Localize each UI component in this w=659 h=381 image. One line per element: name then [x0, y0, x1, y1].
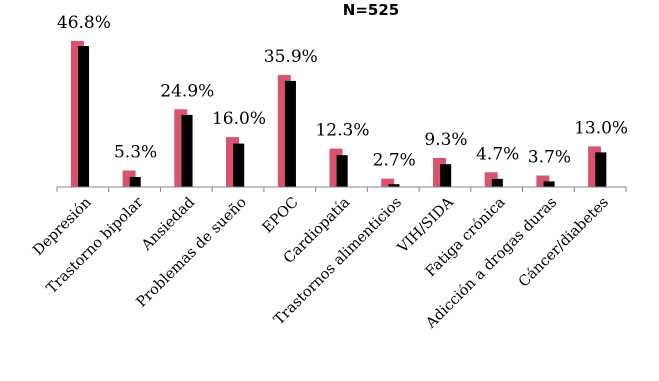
bar-secondary [78, 46, 90, 187]
data-label: 12.3% [315, 121, 369, 141]
bar-secondary [129, 177, 141, 187]
bars-group [70, 41, 607, 187]
x-axis-ticks [56, 187, 627, 192]
bar-secondary [233, 143, 245, 187]
bar-secondary [491, 178, 503, 187]
data-label: 24.9% [160, 81, 214, 101]
category-label: Trastorno bipolar [44, 194, 147, 297]
bar-secondary [388, 184, 400, 187]
bar-primary [381, 178, 395, 187]
data-label: 46.8% [57, 13, 111, 33]
bar-secondary [440, 164, 452, 187]
chart-title: N=525 [343, 1, 399, 19]
bar-secondary [543, 181, 555, 187]
bar-secondary [595, 152, 607, 187]
bar-secondary [336, 155, 348, 187]
data-label: 35.9% [264, 47, 318, 67]
data-label: 5.3% [114, 143, 157, 163]
category-label: EPOC [260, 195, 302, 237]
data-labels-group: 46.8% 5.3% 24.9% 16.0% 35.9% 12.3%2.7% 9.3% 4.7… [57, 13, 628, 171]
data-label: 16.0% [212, 109, 266, 129]
data-label: 4.7% [476, 144, 519, 164]
bar-secondary [284, 80, 296, 187]
bar-secondary [181, 114, 193, 187]
data-label: 3.7% [528, 148, 571, 168]
data-label: 9.3% [424, 130, 467, 150]
data-label: 2.7% [373, 151, 416, 171]
category-label: Cáncer/diabetes [516, 195, 612, 291]
bar-primary [536, 175, 550, 187]
data-label: 13.0% [574, 118, 628, 138]
